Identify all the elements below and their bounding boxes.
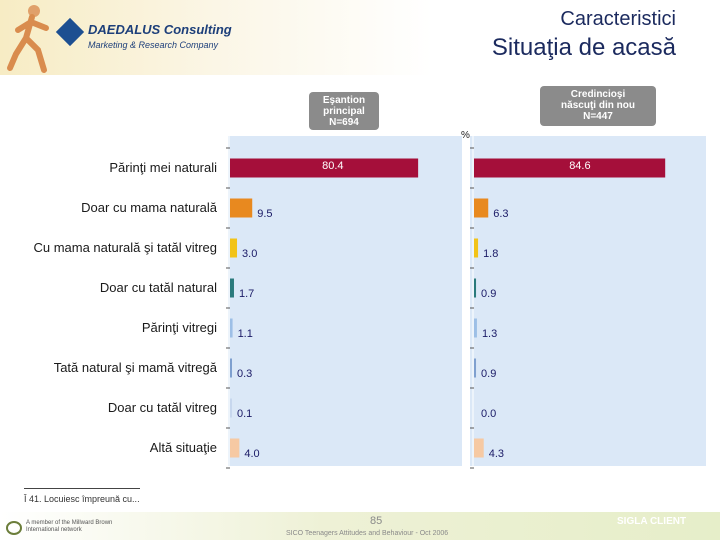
category-label: Doar cu tatăl vitreg	[107, 400, 217, 415]
born-again-line-3: N=447	[583, 111, 613, 122]
page-number: 85	[370, 515, 383, 527]
bar-series-1	[230, 278, 234, 298]
main-sample-line-3: N=694	[329, 117, 359, 128]
category-label: Părinţi mei naturali	[109, 160, 217, 175]
series-header-born-again: Credincioşi născuţi din nou N=447	[540, 86, 656, 126]
footer-background	[0, 512, 720, 540]
data-label-series-2: 84.6	[569, 160, 590, 172]
company-logo: DAEDALUS Consulting Marketing & Research…	[55, 17, 232, 52]
bar-series-1	[230, 158, 419, 178]
category-label: Altă situaţie	[149, 440, 217, 455]
data-label-series-1: 1.7	[239, 288, 254, 300]
network-note-line-2: International network	[26, 527, 82, 533]
bar-series-1	[230, 198, 253, 218]
category-label: Tată natural şi mamă vitregă	[53, 360, 217, 375]
main-sample-line-1: Eşantion	[322, 95, 366, 106]
data-label-series-2: 1.8	[483, 248, 498, 260]
client-logo-placeholder: SIGLA CLIENT	[617, 516, 687, 527]
data-label-series-1: 4.0	[244, 448, 259, 460]
millward-brown-icon	[6, 521, 22, 535]
footnote: Î 41. Locuiesc împreună cu...	[24, 494, 140, 504]
bar-series-1	[230, 398, 232, 418]
bar-series-2	[474, 198, 489, 218]
data-label-series-1: 1.1	[238, 328, 253, 340]
category-label: Părinţi vitregi	[141, 320, 217, 335]
data-label-series-2: 6.3	[493, 208, 508, 220]
page-title: Situaţia de acasă	[491, 34, 676, 61]
percent-unit: %	[461, 130, 470, 141]
main-sample-line-2: principal	[323, 106, 365, 117]
category-label: Doar cu mama naturală	[81, 200, 217, 215]
born-again-line-1: Credincioşi	[570, 89, 626, 100]
bar-series-2	[474, 358, 477, 378]
footnote-divider	[24, 488, 140, 489]
bar-series-2	[474, 238, 479, 258]
data-label-series-1: 80.4	[322, 160, 343, 172]
footer-study-name: SICO Teenagers Attitudes and Behaviour -…	[286, 530, 449, 537]
data-label-series-1: 0.3	[237, 368, 252, 380]
bar-series-1	[230, 238, 238, 258]
main-sample-panel	[228, 136, 462, 466]
panel-divider	[462, 136, 470, 466]
data-label-series-2: 0.9	[481, 368, 496, 380]
data-label-series-2: 0.0	[481, 408, 496, 420]
logo-tagline: Marketing & Research Company	[88, 40, 219, 50]
bar-series-1	[230, 358, 232, 378]
logo-name: DAEDALUS Consulting	[88, 22, 232, 37]
data-label-series-2: 4.3	[489, 448, 504, 460]
born-again-line-2: născuţi din nou	[561, 100, 635, 111]
bar-series-1	[230, 318, 233, 338]
category-label: Doar cu tatăl natural	[99, 280, 217, 295]
bar-series-2	[474, 438, 484, 458]
data-label-series-1: 0.1	[237, 408, 252, 420]
category-label: Cu mama naturală şi tatăl vitreg	[33, 240, 217, 255]
born-again-panel	[470, 136, 706, 466]
data-label-series-1: 3.0	[242, 248, 257, 260]
section-title: Caracteristici	[560, 8, 676, 30]
data-label-series-2: 0.9	[481, 288, 496, 300]
data-label-series-1: 9.5	[257, 208, 272, 220]
network-note-line-1: A member of the Millward Brown	[26, 520, 113, 526]
bar-series-2	[474, 158, 666, 178]
runner-logo-icon	[7, 5, 49, 73]
bar-series-2	[474, 278, 477, 298]
data-label-series-2: 1.3	[482, 328, 497, 340]
bar-series-1	[230, 438, 240, 458]
header-background	[0, 0, 720, 75]
network-note: A member of the Millward Brown Internati…	[26, 520, 112, 534]
bar-series-2	[474, 318, 477, 338]
series-header-main-sample: Eşantion principal N=694	[309, 92, 379, 130]
